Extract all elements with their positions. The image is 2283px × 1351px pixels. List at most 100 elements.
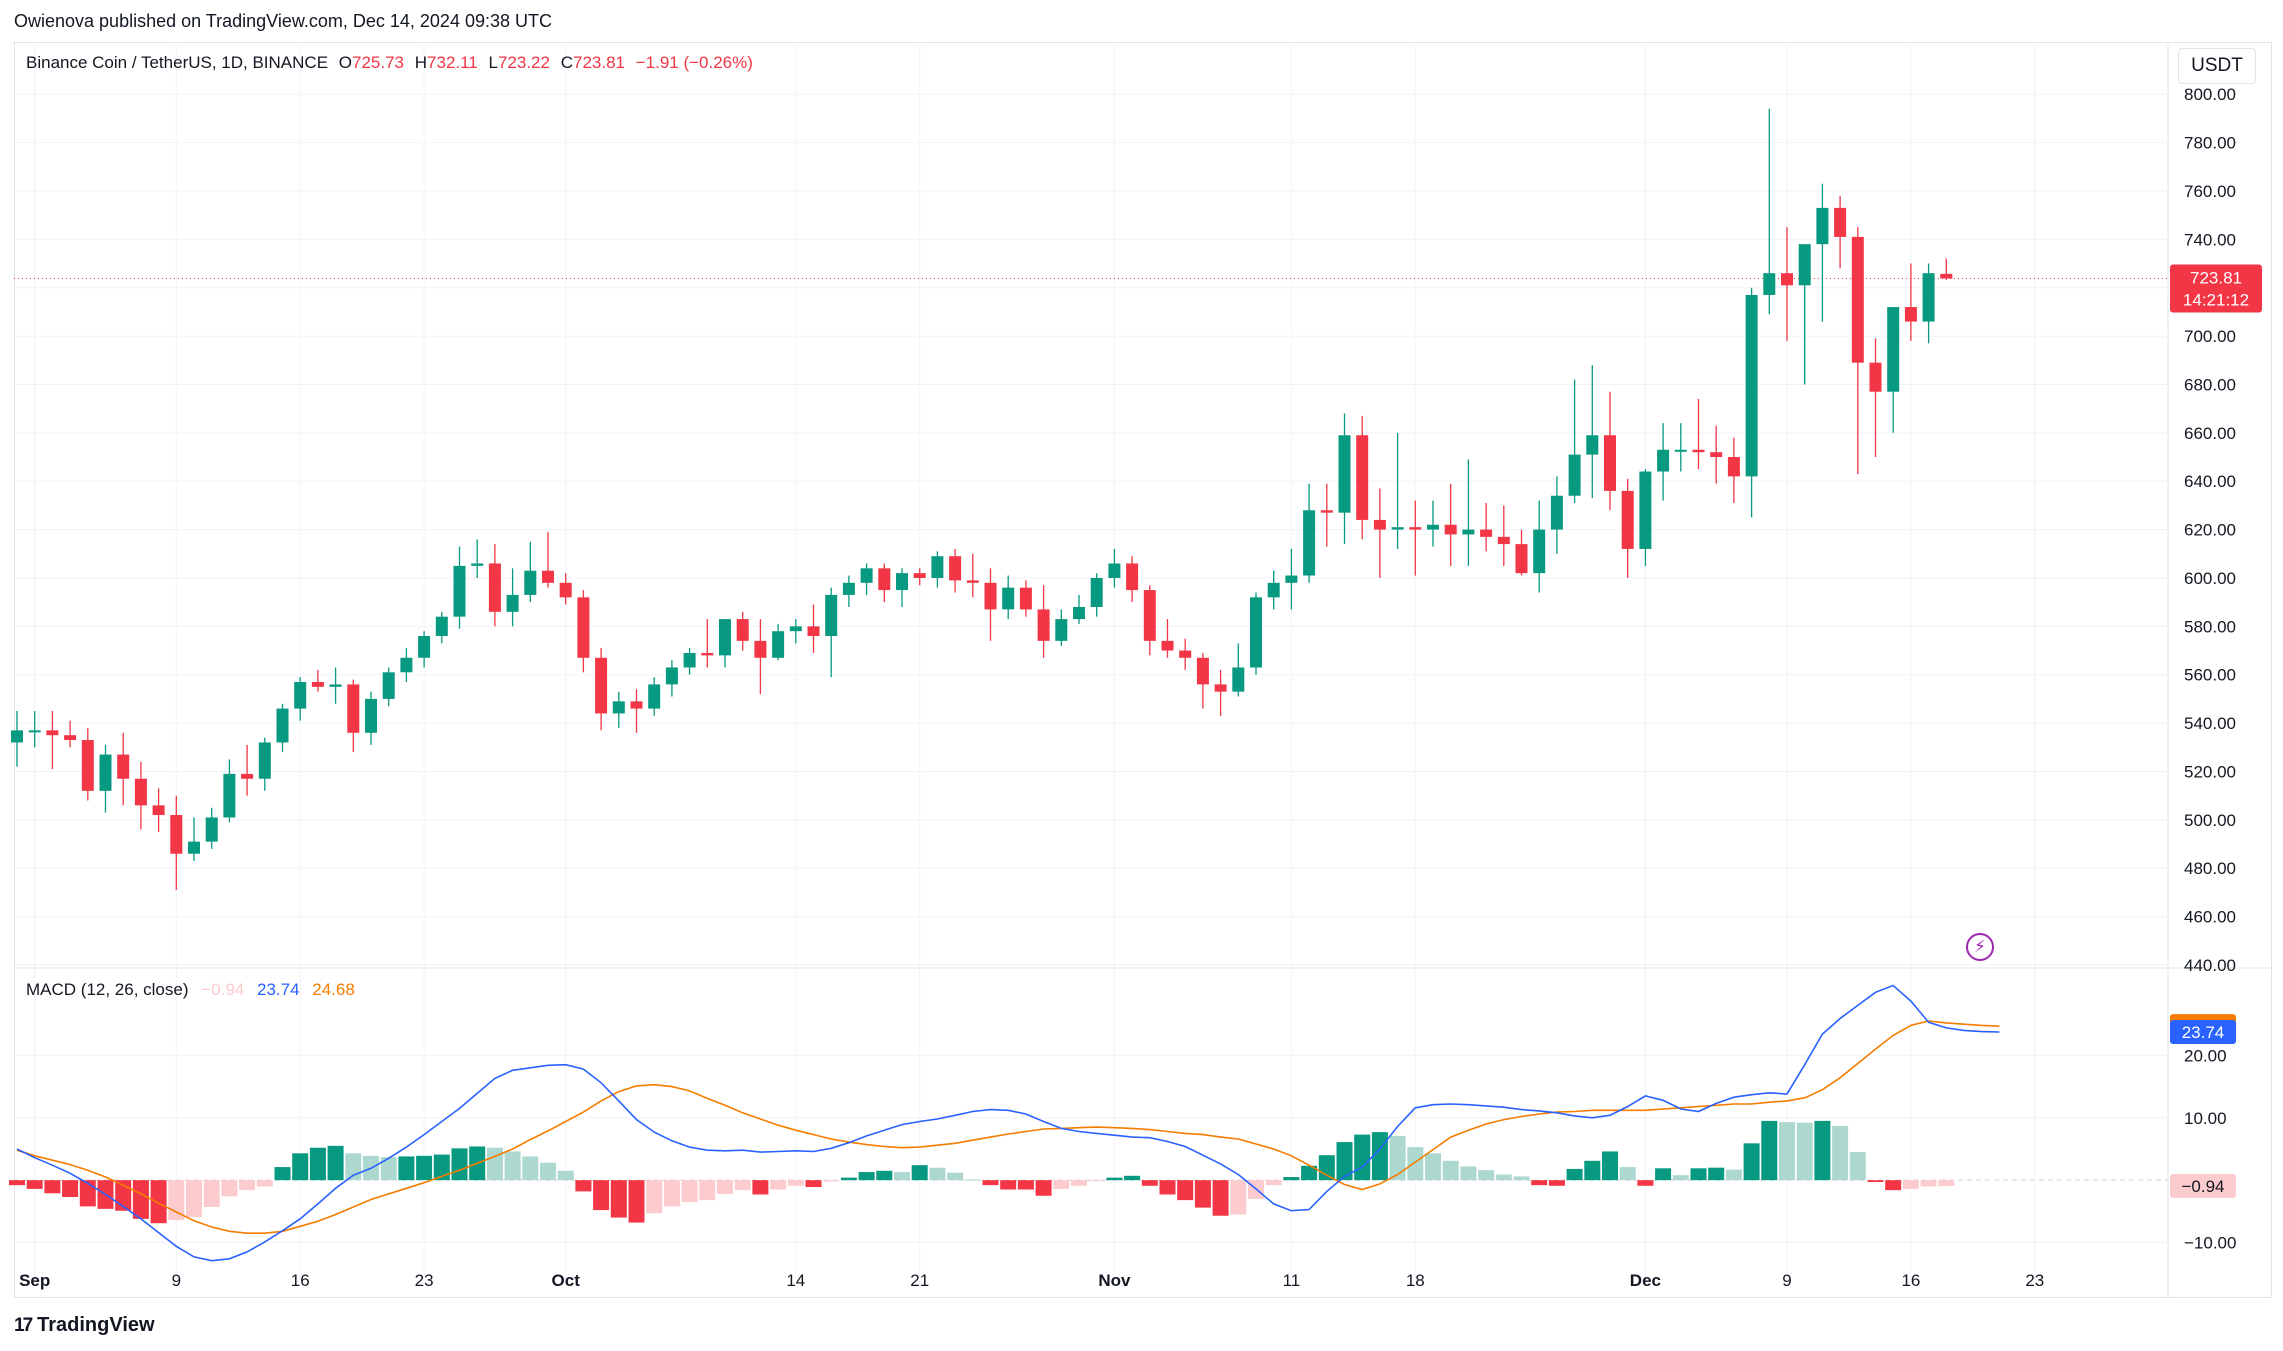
candle [1639, 469, 1652, 566]
macd-histogram-bar [433, 1154, 450, 1181]
macd-histogram-bar [1584, 1160, 1601, 1181]
candle [1727, 437, 1740, 503]
candle [453, 546, 466, 629]
candle-body [949, 556, 962, 581]
macd-title[interactable]: MACD (12, 26, close) [26, 980, 189, 999]
macd-histogram-bar [416, 1155, 433, 1181]
macd-histogram-bar [504, 1151, 521, 1181]
lightning-bolt-icon[interactable]: ⚡ [1966, 933, 1994, 961]
candle-body [630, 701, 643, 709]
x-tick-label: 16 [291, 1271, 310, 1290]
macd-histogram-bar [770, 1180, 787, 1190]
macd-histogram-bar [522, 1156, 539, 1181]
last-price-tag-price: 723.81 [2190, 268, 2242, 287]
candle [400, 648, 413, 682]
tradingview-logo-icon: 17 [14, 1314, 33, 1336]
candle [1586, 365, 1599, 499]
macd-histogram-bar [628, 1180, 645, 1223]
chart-frame [14, 42, 2272, 1298]
candle-body [683, 652, 696, 668]
candle-body [223, 773, 236, 818]
candle-body [1904, 307, 1917, 322]
candle-body [1922, 273, 1935, 322]
candle [1940, 258, 1953, 280]
y-tick-label: 480.00 [2184, 859, 2236, 878]
macd-histogram-bar [557, 1170, 574, 1181]
candle [1108, 548, 1121, 588]
candle [46, 711, 59, 770]
candle-body [1073, 607, 1085, 620]
candle-body [736, 619, 749, 641]
macd-y-tick-label: 20.00 [2184, 1046, 2227, 1065]
macd-histogram-bar [752, 1180, 769, 1195]
candle [701, 619, 714, 668]
symbol-title[interactable]: Binance Coin / TetherUS, 1D, BINANCE [26, 53, 329, 72]
y-tick-label: 800.00 [2184, 85, 2236, 104]
tradingview-logo[interactable]: 17 TradingView [14, 1314, 155, 1337]
macd-histogram-bar [1548, 1180, 1565, 1186]
macd-legend: MACD (12, 26, close) −0.94 23.74 24.68 [26, 980, 363, 1000]
candle-body [966, 580, 979, 583]
candle-body [984, 582, 997, 610]
macd-histogram-bar [593, 1180, 610, 1211]
candle-body [1887, 307, 1900, 392]
candle [418, 631, 431, 668]
candle-body [1621, 490, 1634, 549]
open-label: O [338, 53, 353, 72]
candle-body [1940, 273, 1953, 279]
macd-histogram-bar [734, 1180, 751, 1191]
candle [1285, 548, 1298, 610]
candle-body [807, 626, 820, 637]
macd-histogram-bar [1796, 1122, 1813, 1181]
macd-histogram-bar [663, 1180, 680, 1207]
macd-histogram-bar [1389, 1135, 1406, 1181]
candle [1834, 195, 1847, 269]
macd-histogram-bar [681, 1180, 698, 1202]
candle-body [754, 640, 767, 658]
macd-histogram-bar [1761, 1120, 1778, 1181]
candle-body [1356, 435, 1369, 520]
candle [1497, 505, 1510, 566]
candle [170, 795, 183, 891]
macd-value-tag-bg [2170, 1020, 2236, 1045]
macd-histogram-bar [911, 1165, 928, 1181]
candle-body [1055, 619, 1068, 641]
macd-histogram-bar [1938, 1180, 1955, 1187]
y-tick-label: 680.00 [2184, 375, 2236, 394]
candle-body [506, 594, 519, 612]
y-tick-label: 540.00 [2184, 714, 2236, 733]
candle [1621, 478, 1634, 578]
macd-histogram-bar [1230, 1180, 1247, 1215]
candle-body [1214, 684, 1227, 692]
candle [1373, 488, 1386, 578]
macd-histogram-bar [982, 1180, 999, 1186]
candle [1515, 529, 1528, 576]
candle-body [1320, 510, 1333, 513]
macd-histogram-bar [1177, 1180, 1194, 1201]
candle-body [1338, 435, 1351, 513]
candle [949, 548, 962, 593]
macd-histogram-bar [1088, 1180, 1105, 1182]
candle-body [1267, 582, 1280, 598]
candle [188, 817, 200, 861]
candle-body [1427, 524, 1439, 530]
macd-histogram-bar [1725, 1169, 1742, 1181]
candle [1179, 638, 1192, 670]
candle [683, 648, 696, 675]
candle [1710, 425, 1723, 484]
candle-body [1285, 575, 1298, 583]
candle [984, 568, 997, 641]
macd-histogram-bar [221, 1180, 238, 1197]
candle-body [542, 570, 554, 583]
candle-body [1462, 529, 1475, 535]
currency-button[interactable]: USDT [2178, 48, 2256, 84]
candle-body [1639, 471, 1652, 549]
histogram-value-tag-text: −0.94 [2181, 1177, 2224, 1196]
macd-histogram-bar [540, 1162, 556, 1181]
macd-histogram-bar [858, 1172, 875, 1181]
candle-body [524, 570, 537, 595]
macd-histogram-bar [1336, 1142, 1353, 1181]
macd-histogram-bar [1354, 1134, 1371, 1181]
macd-histogram-bar [1849, 1152, 1866, 1181]
